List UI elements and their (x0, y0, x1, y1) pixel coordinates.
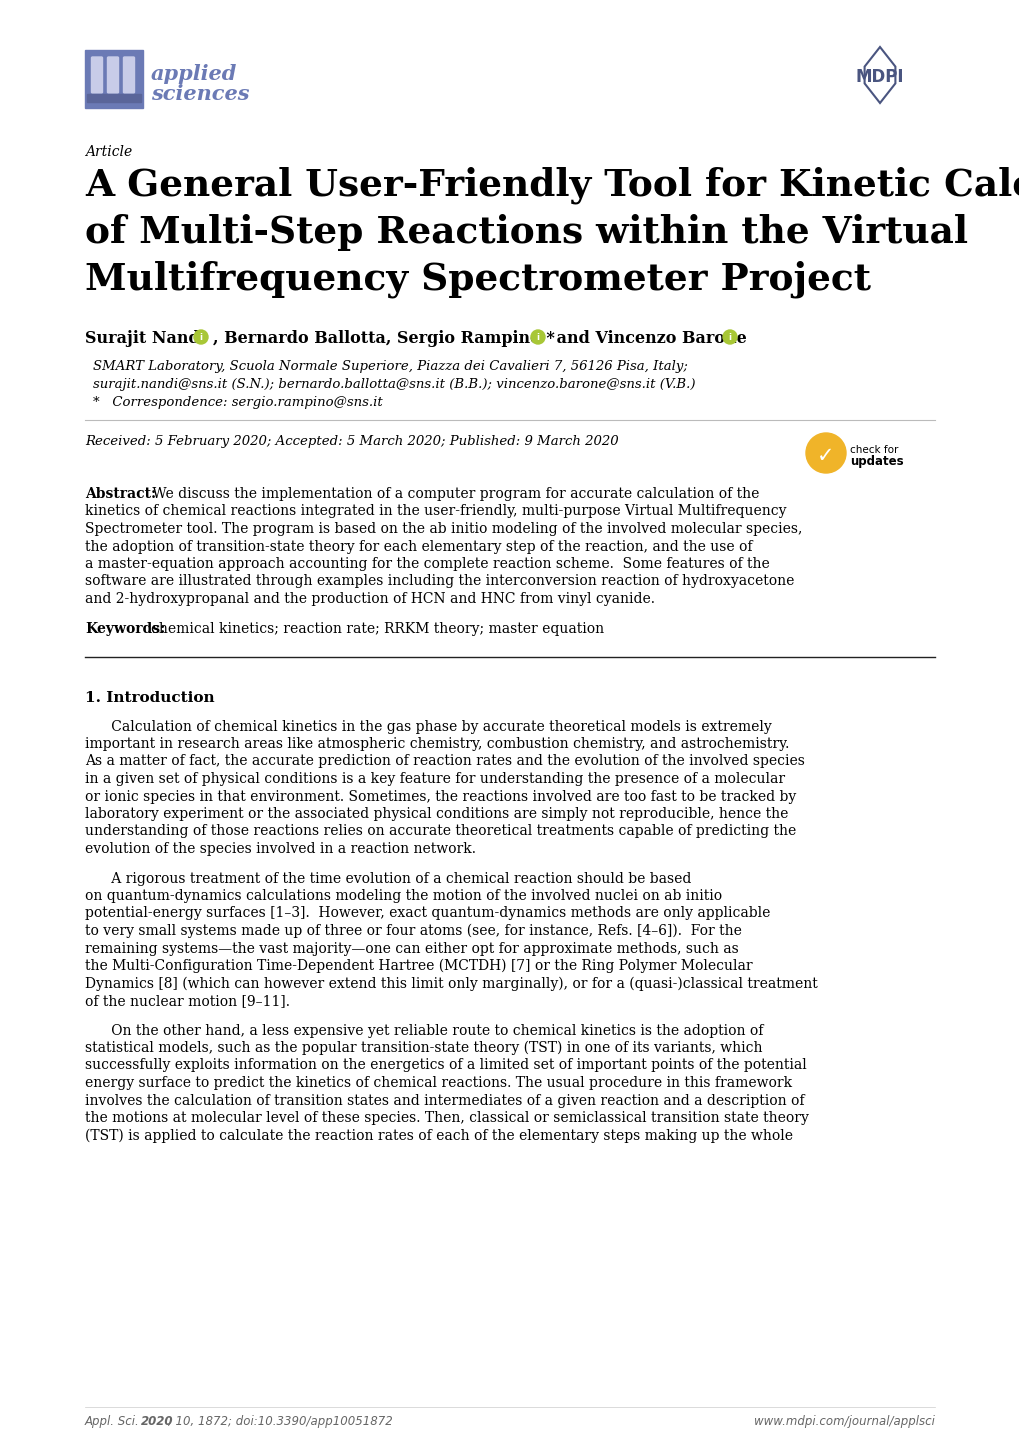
Text: energy surface to predict the kinetics of chemical reactions. The usual procedur: energy surface to predict the kinetics o… (85, 1076, 792, 1090)
Text: in a given set of physical conditions is a key feature for understanding the pre: in a given set of physical conditions is… (85, 771, 785, 786)
Text: applied: applied (151, 63, 237, 84)
Text: statistical models, such as the popular transition-state theory (TST) in one of : statistical models, such as the popular … (85, 1041, 762, 1056)
Text: evolution of the species involved in a reaction network.: evolution of the species involved in a r… (85, 842, 476, 857)
Text: , 10, 1872; doi:10.3390/app10051872: , 10, 1872; doi:10.3390/app10051872 (168, 1415, 392, 1428)
Text: to very small systems made up of three or four atoms (see, for instance, Refs. [: to very small systems made up of three o… (85, 924, 741, 939)
Text: Calculation of chemical kinetics in the gas phase by accurate theoretical models: Calculation of chemical kinetics in the … (85, 720, 771, 734)
Text: (TST) is applied to calculate the reaction rates of each of the elementary steps: (TST) is applied to calculate the reacti… (85, 1129, 792, 1144)
Text: SMART Laboratory, Scuola Normale Superiore, Piazza dei Cavalieri 7, 56126 Pisa, : SMART Laboratory, Scuola Normale Superio… (93, 360, 687, 373)
Text: Article: Article (85, 146, 132, 159)
Text: potential-energy surfaces [1–3].  However, exact quantum-dynamics methods are on: potential-energy surfaces [1–3]. However… (85, 907, 769, 920)
Text: a master-equation approach accounting for the complete reaction scheme.  Some fe: a master-equation approach accounting fo… (85, 557, 769, 571)
FancyBboxPatch shape (123, 58, 135, 92)
Text: updates: updates (849, 456, 903, 469)
Text: on quantum-dynamics calculations modeling the motion of the involved nuclei on a: on quantum-dynamics calculations modelin… (85, 890, 721, 903)
Text: i: i (536, 333, 539, 342)
Text: software are illustrated through examples including the interconversion reaction: software are illustrated through example… (85, 574, 794, 588)
Text: check for: check for (849, 446, 898, 456)
Text: Abstract:: Abstract: (85, 487, 156, 500)
Text: Appl. Sci.: Appl. Sci. (85, 1415, 144, 1428)
Text: 1. Introduction: 1. Introduction (85, 692, 214, 705)
Text: laboratory experiment or the associated physical conditions are simply not repro: laboratory experiment or the associated … (85, 808, 788, 820)
Text: MDPI: MDPI (855, 68, 904, 87)
Circle shape (805, 433, 845, 473)
Text: chemical kinetics; reaction rate; RRKM theory; master equation: chemical kinetics; reaction rate; RRKM t… (151, 622, 603, 636)
Circle shape (194, 330, 208, 345)
Text: *   Correspondence: sergio.rampino@sns.it: * Correspondence: sergio.rampino@sns.it (93, 397, 382, 410)
Text: Received: 5 February 2020; Accepted: 5 March 2020; Published: 9 March 2020: Received: 5 February 2020; Accepted: 5 M… (85, 435, 618, 448)
Text: the motions at molecular level of these species. Then, classical or semiclassica: the motions at molecular level of these … (85, 1110, 808, 1125)
Text: ✓: ✓ (816, 446, 834, 466)
FancyBboxPatch shape (92, 58, 102, 92)
Text: A General User-Friendly Tool for Kinetic Calculations: A General User-Friendly Tool for Kinetic… (85, 167, 1019, 205)
Circle shape (722, 330, 737, 345)
Text: important in research areas like atmospheric chemistry, combustion chemistry, an: important in research areas like atmosph… (85, 737, 789, 751)
Text: Multifrequency Spectrometer Project: Multifrequency Spectrometer Project (85, 261, 870, 298)
Text: understanding of those reactions relies on accurate theoretical treatments capab: understanding of those reactions relies … (85, 825, 796, 838)
Circle shape (531, 330, 544, 345)
Text: i: i (200, 333, 203, 342)
Text: remaining systems—the vast majority—one can either opt for approximate methods, : remaining systems—the vast majority—one … (85, 942, 738, 956)
Text: Surajit Nandi: Surajit Nandi (85, 330, 206, 348)
Text: Keywords:: Keywords: (85, 622, 165, 636)
Text: A rigorous treatment of the time evolution of a chemical reaction should be base: A rigorous treatment of the time evoluti… (85, 871, 691, 885)
Text: As a matter of fact, the accurate prediction of reaction rates and the evolution: As a matter of fact, the accurate predic… (85, 754, 804, 769)
FancyBboxPatch shape (107, 58, 118, 92)
Text: and Vincenzo Barone: and Vincenzo Barone (550, 330, 746, 348)
Text: 2020: 2020 (141, 1415, 173, 1428)
Text: the adoption of transition-state theory for each elementary step of the reaction: the adoption of transition-state theory … (85, 539, 752, 554)
Text: kinetics of chemical reactions integrated in the user-friendly, multi-purpose Vi: kinetics of chemical reactions integrate… (85, 505, 786, 519)
Text: successfully exploits information on the energetics of a limited set of importan: successfully exploits information on the… (85, 1058, 806, 1073)
Text: the Multi-Configuration Time-Dependent Hartree (MCTDH) [7] or the Ring Polymer M: the Multi-Configuration Time-Dependent H… (85, 959, 752, 973)
Bar (85, 50, 143, 108)
Text: We discuss the implementation of a computer program for accurate calculation of : We discuss the implementation of a compu… (148, 487, 758, 500)
Text: surajit.nandi@sns.it (S.N.); bernardo.ballotta@sns.it (B.B.); vincenzo.barone@sn: surajit.nandi@sns.it (S.N.); bernardo.ba… (93, 378, 695, 391)
Text: Dynamics [8] (which can however extend this limit only marginally), or for a (qu: Dynamics [8] (which can however extend t… (85, 976, 817, 991)
Bar (87, 94, 141, 102)
Text: of the nuclear motion [9–11].: of the nuclear motion [9–11]. (85, 994, 289, 1008)
Text: Spectrometer tool. The program is based on the ab initio modeling of the involve: Spectrometer tool. The program is based … (85, 522, 802, 536)
Text: www.mdpi.com/journal/applsci: www.mdpi.com/journal/applsci (753, 1415, 934, 1428)
Text: On the other hand, a less expensive yet reliable route to chemical kinetics is t: On the other hand, a less expensive yet … (85, 1024, 762, 1037)
Text: involves the calculation of transition states and intermediates of a given react: involves the calculation of transition s… (85, 1093, 804, 1107)
Text: and 2-hydroxypropanal and the production of HCN and HNC from vinyl cyanide.: and 2-hydroxypropanal and the production… (85, 593, 654, 606)
Text: , Bernardo Ballotta, Sergio Rampino *: , Bernardo Ballotta, Sergio Rampino * (213, 330, 554, 348)
Text: i: i (728, 333, 731, 342)
Text: sciences: sciences (151, 84, 250, 104)
Text: of Multi-Step Reactions within the Virtual: of Multi-Step Reactions within the Virtu… (85, 213, 967, 251)
Text: or ionic species in that environment. Sometimes, the reactions involved are too : or ionic species in that environment. So… (85, 790, 796, 803)
